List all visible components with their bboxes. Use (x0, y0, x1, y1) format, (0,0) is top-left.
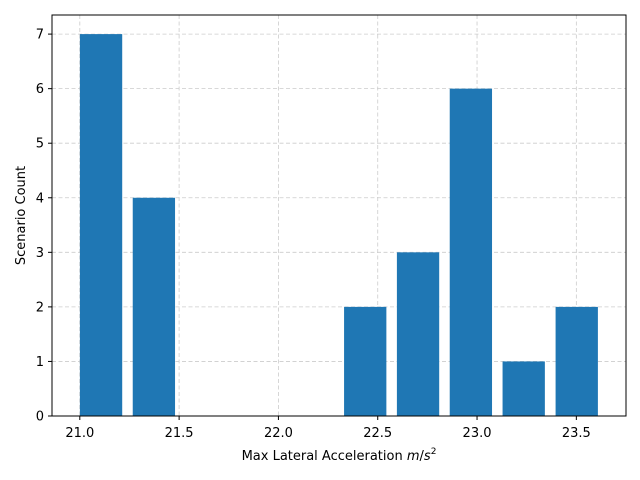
x-axis-unit-m: m (407, 449, 420, 464)
x-axis-unit-exponent: 2 (431, 447, 437, 457)
y-tick-label: 3 (36, 246, 44, 261)
y-tick-label: 2 (36, 300, 44, 315)
bar (396, 252, 440, 416)
x-axis-label: Max Lateral Acceleration m/s2 (242, 447, 437, 464)
bar (502, 361, 545, 416)
y-axis-label: Scenario Count (14, 166, 29, 265)
x-tick-label: 21.0 (65, 426, 94, 441)
x-axis-unit-slash: / (420, 449, 425, 464)
bar (344, 306, 387, 416)
bar (555, 306, 598, 416)
x-tick-label: 22.0 (264, 426, 293, 441)
bars (79, 34, 598, 416)
x-tick-label: 22.5 (363, 426, 392, 441)
bar (132, 197, 176, 416)
bar (449, 88, 493, 416)
y-axis-ticks: 0 1 2 3 4 5 6 7 (36, 28, 52, 425)
y-tick-label: 0 (36, 410, 44, 425)
y-tick-label: 5 (36, 137, 44, 152)
y-tick-label: 1 (36, 355, 44, 370)
x-tick-label: 21.5 (165, 426, 194, 441)
x-axis-ticks: 21.0 21.5 22.0 22.5 23.0 23.5 (65, 416, 591, 441)
plot-frame (51, 14, 627, 417)
x-axis-label-main: Max Lateral Acceleration (242, 449, 407, 464)
y-tick-label: 4 (36, 191, 44, 206)
x-tick-label: 23.5 (562, 426, 591, 441)
y-tick-label: 6 (36, 82, 44, 97)
bar (79, 34, 123, 416)
x-tick-label: 23.0 (463, 426, 492, 441)
x-axis-unit-s: s (424, 449, 431, 464)
y-tick-label: 7 (36, 28, 44, 43)
